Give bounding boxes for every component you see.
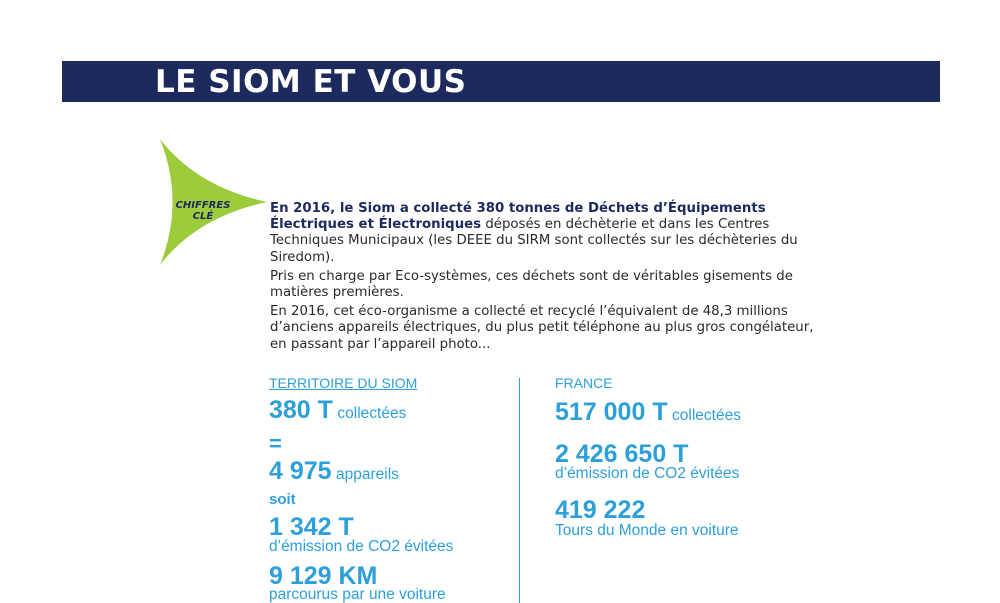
territoire-stat-co2-label: d’émission de CO2 évitées bbox=[269, 538, 454, 555]
badge-label: CHIFFRES CLÉ bbox=[168, 200, 238, 222]
equals-sign: = bbox=[269, 431, 282, 456]
france-stat-co2-value: 2 426 650 T bbox=[555, 440, 689, 468]
france-stat-tours-value: 419 222 bbox=[555, 496, 646, 524]
france-stat-collected-label: collectées bbox=[672, 407, 741, 424]
territoire-stat-co2-value: 1 342 T bbox=[269, 513, 354, 541]
france-stat-co2-label: d’émission de CO2 évitées bbox=[555, 465, 740, 482]
badge-label-line2: CLÉ bbox=[192, 211, 214, 222]
territoire-stat-devices: 4 975 appareils bbox=[269, 459, 399, 484]
territoire-stat-collected: 380 T collectées bbox=[269, 398, 406, 423]
intro-paragraph-3: En 2016, cet éco-organisme a collecté et… bbox=[270, 304, 814, 352]
badge-label-line1: CHIFFRES bbox=[175, 200, 231, 211]
connector-soit: soit bbox=[269, 491, 296, 508]
chiffres-cle-badge-icon bbox=[160, 139, 267, 265]
france-heading: FRANCE bbox=[555, 375, 613, 391]
intro-paragraph-1-rest: déposés en déchèterie et dans les Centre… bbox=[270, 217, 798, 265]
intro-highlight: En 2016, le Siom a collecté 380 tonnes d… bbox=[270, 201, 766, 233]
territoire-stat-devices-value: 4 975 bbox=[269, 457, 332, 485]
territoire-stat-collected-value: 380 T bbox=[269, 396, 333, 424]
title-banner: LE SIOM ET VOUS bbox=[62, 61, 940, 102]
intro-paragraph-2: Pris en charge par Eco-systèmes, ces déc… bbox=[270, 268, 793, 301]
territoire-stat-km-label: parcourus par une voiture bbox=[269, 586, 446, 603]
territoire-stat-devices-label: appareils bbox=[336, 466, 399, 483]
intro-text: En 2016, le Siom a collecté 380 tonnes d… bbox=[270, 201, 830, 356]
territoire-stat-km-value: 9 129 KM bbox=[269, 562, 378, 590]
page-title: LE SIOM ET VOUS bbox=[155, 64, 467, 100]
territoire-heading: TERRITOIRE DU SIOM bbox=[269, 375, 418, 391]
france-stat-tours-label: Tours du Monde en voiture bbox=[555, 522, 739, 539]
territoire-stat-collected-label: collectées bbox=[337, 405, 407, 422]
france-stat-collected-value: 517 000 T bbox=[555, 398, 668, 426]
france-stat-collected: 517 000 T collectées bbox=[555, 400, 741, 425]
intro-paragraph-1: En 2016, le Siom a collecté 380 tonnes d… bbox=[270, 201, 830, 266]
column-divider bbox=[519, 378, 520, 603]
